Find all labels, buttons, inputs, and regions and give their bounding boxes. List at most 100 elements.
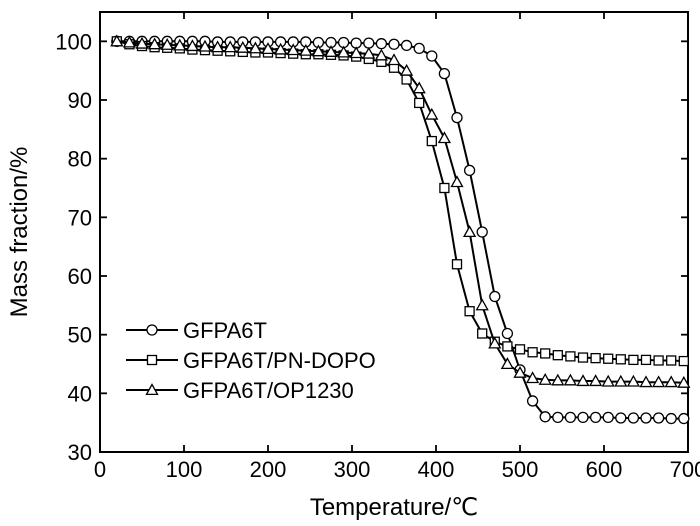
legend-label: GFPA6T/OP1230 [183, 378, 354, 403]
legend: GFPA6T GFPA6T/PN-DOPO GFPA6T/OP1230 [126, 318, 376, 403]
data-point-triangle [475, 298, 489, 311]
data-point-triangle [563, 373, 578, 386]
data-point-circle [476, 226, 488, 238]
series-line [116, 40, 684, 363]
data-point-circle [463, 164, 476, 177]
data-point-circle [615, 412, 627, 424]
data-point-square [464, 306, 475, 317]
y-tick-label: 40 [68, 381, 92, 406]
data-point-triangle [145, 383, 159, 396]
data-point-triangle [576, 374, 590, 387]
data-point-triangle [248, 41, 263, 54]
data-point-circle [627, 412, 640, 424]
data-point-triangle [677, 375, 691, 388]
data-point-circle [539, 411, 551, 423]
data-point-triangle [122, 35, 137, 48]
y-tick-label: 70 [68, 205, 92, 230]
data-point-square [552, 350, 563, 361]
data-point-square [628, 354, 639, 366]
data-point-circle [400, 39, 413, 52]
data-point-triangle [336, 45, 351, 58]
data-point-circle [552, 411, 564, 424]
data-point-triangle [387, 53, 401, 66]
data-point-triangle [551, 373, 565, 386]
data-point-triangle [286, 43, 300, 56]
data-point-square [653, 355, 664, 366]
data-point-circle [665, 412, 677, 425]
plot-frame [99, 11, 689, 453]
data-point-triangle [110, 34, 124, 47]
data-point-triangle [412, 81, 426, 94]
series-line [116, 40, 684, 420]
data-point-circle [413, 42, 425, 55]
data-point-triangle [450, 175, 464, 188]
data-point-triangle [173, 38, 187, 51]
x-axis-title: Temperature/℃ [310, 494, 478, 521]
y-axis-ticks: 30 40 50 60 70 80 90 100 [55, 29, 688, 465]
data-point-triangle [664, 375, 678, 388]
data-point-square [146, 354, 158, 366]
x-tick-label: 0 [94, 457, 106, 482]
data-point-triangle [311, 44, 326, 57]
data-point-circle [388, 38, 400, 50]
data-point-circle [146, 324, 158, 336]
data-point-circle [589, 411, 602, 424]
y-tick-label: 60 [68, 264, 92, 289]
data-point-triangle [601, 374, 615, 387]
data-point-square [540, 348, 551, 359]
data-point-circle [564, 411, 577, 424]
data-point-square [527, 347, 538, 358]
data-point-triangle [261, 42, 275, 55]
data-point-circle [363, 37, 375, 49]
data-point-circle [577, 411, 589, 424]
data-point-circle [602, 411, 614, 424]
series-line [116, 40, 684, 384]
y-tick-label: 80 [68, 147, 92, 172]
data-point-square [678, 355, 689, 367]
y-tick-label: 50 [68, 323, 92, 348]
data-point-triangle [437, 131, 452, 144]
y-tick-label: 90 [68, 88, 92, 113]
plot-area [99, 11, 689, 453]
data-point-triangle [462, 225, 477, 238]
data-point-triangle [626, 374, 641, 387]
data-point-triangle [500, 357, 515, 370]
data-point-circle [375, 38, 388, 50]
data-point-triangle [538, 373, 552, 385]
x-axis-ticks: 0 100 200 300 400 500 600 700 [94, 12, 700, 482]
legend-label: GFPA6T [183, 318, 267, 343]
data-point-square [640, 354, 652, 366]
legend-label: GFPA6T/PN-DOPO [183, 348, 376, 373]
data-point-circle [426, 50, 438, 62]
data-point-triangle [651, 375, 666, 388]
data-point-square [414, 97, 425, 109]
data-point-triangle [147, 37, 162, 50]
x-tick-label: 500 [502, 457, 539, 482]
data-point-triangle [588, 374, 603, 387]
legend-item: GFPA6T/PN-DOPO [126, 348, 376, 373]
data-point-triangle [349, 46, 363, 59]
data-point-square [426, 135, 437, 147]
data-point-triangle [210, 40, 225, 53]
data-point-circle [526, 395, 539, 407]
data-point-triangle [425, 107, 439, 120]
x-tick-label: 600 [586, 457, 623, 482]
data-point-triangle [273, 42, 288, 55]
data-point-triangle [198, 39, 212, 52]
data-point-circle [501, 327, 514, 340]
data-point-triangle [639, 375, 653, 388]
x-tick-label: 100 [166, 457, 203, 482]
data-point-square [565, 351, 576, 362]
data-point-circle [451, 111, 463, 124]
data-point-square [451, 259, 463, 270]
data-point-triangle [525, 371, 540, 384]
data-point-triangle [135, 36, 149, 49]
data-point-square [666, 355, 677, 366]
data-point-triangle [185, 39, 200, 52]
data-point-triangle [160, 38, 174, 50]
data-point-square [439, 182, 450, 194]
x-tick-label: 700 [670, 457, 700, 482]
data-point-circle [678, 412, 690, 425]
series-square [111, 36, 689, 367]
